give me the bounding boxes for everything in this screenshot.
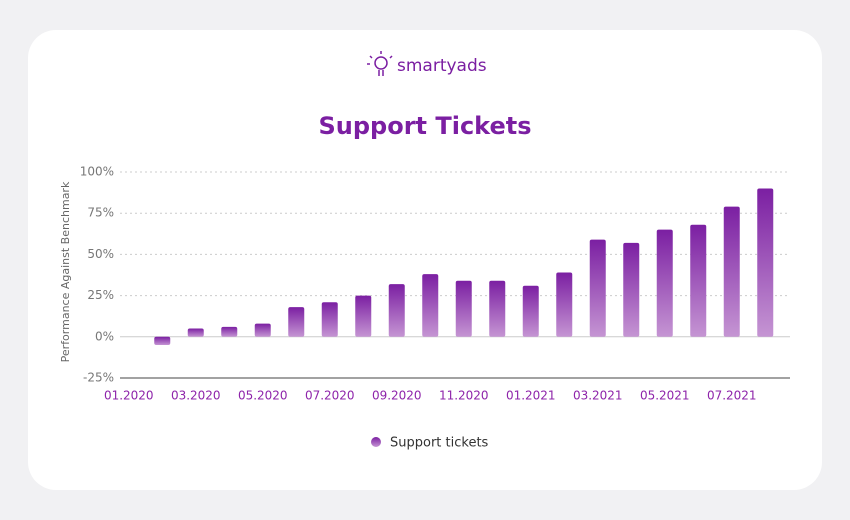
legend-label: Support tickets — [390, 436, 489, 451]
card — [28, 30, 822, 490]
bar — [388, 284, 405, 337]
bar — [422, 274, 439, 337]
bar — [723, 206, 740, 337]
x-tick-label: 11.2020 — [439, 389, 489, 403]
y-tick-label: -25% — [83, 371, 114, 385]
bar — [589, 239, 606, 337]
y-tick-label: 50% — [87, 247, 114, 261]
x-tick-label: 03.2020 — [171, 389, 221, 403]
bar — [154, 336, 171, 346]
bar — [522, 285, 539, 337]
bar — [355, 295, 372, 337]
x-tick-label: 07.2021 — [707, 389, 757, 403]
x-tick-label: 09.2020 — [372, 389, 422, 403]
bar — [656, 229, 673, 337]
chart-title: Support Tickets — [318, 112, 531, 140]
bar — [489, 280, 506, 337]
y-tick-label: 0% — [95, 329, 114, 343]
x-tick-label: 01.2020 — [104, 389, 154, 403]
legend-marker — [371, 437, 381, 447]
x-tick-label: 05.2021 — [640, 389, 690, 403]
bar — [455, 280, 472, 337]
brand: smartyads — [397, 56, 487, 76]
y-tick-label: 25% — [87, 288, 114, 302]
x-tick-label: 05.2020 — [238, 389, 288, 403]
y-axis-label: Performance Against Benchmark — [59, 181, 72, 362]
x-tick-label: 01.2021 — [506, 389, 556, 403]
bar — [690, 224, 707, 337]
bar — [623, 242, 640, 337]
bar — [757, 188, 774, 337]
y-tick-label: 75% — [87, 206, 114, 220]
y-tick-label: 100% — [80, 165, 114, 179]
bar — [254, 323, 271, 337]
bar — [187, 328, 204, 337]
logo-icon — [367, 51, 393, 76]
bar — [288, 307, 305, 337]
x-tick-label: 07.2020 — [305, 389, 355, 403]
bar — [321, 302, 338, 337]
bar — [221, 326, 238, 337]
bar — [556, 272, 573, 337]
x-tick-label: 03.2021 — [573, 389, 623, 403]
